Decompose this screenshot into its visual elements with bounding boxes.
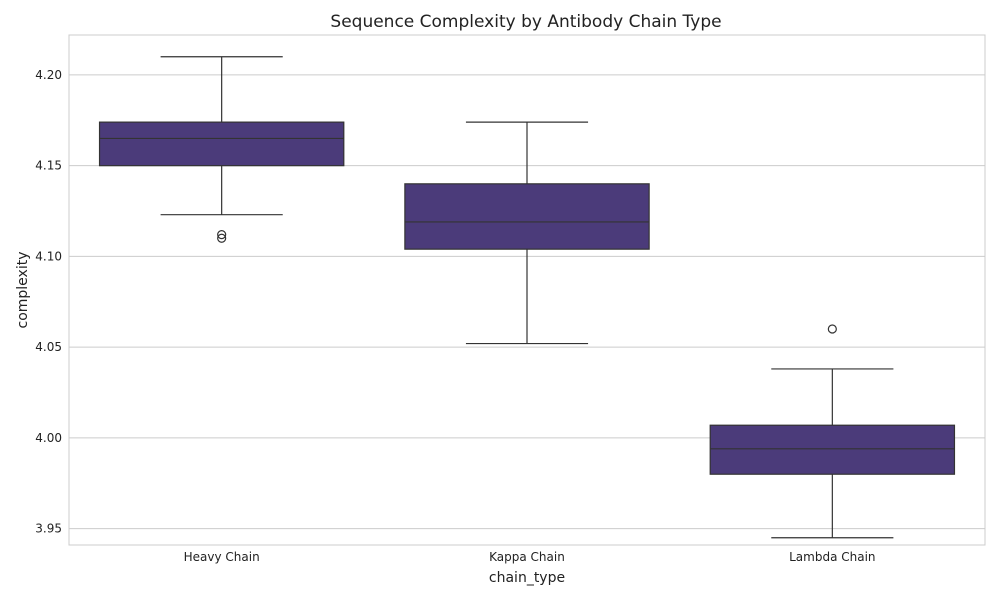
boxes xyxy=(98,56,956,539)
plot-frame xyxy=(68,34,986,546)
outlier-point xyxy=(217,233,227,243)
x-tick-label: Kappa Chain xyxy=(489,550,565,564)
y-tick-label: 4.00 xyxy=(35,431,62,445)
y-tick-label: 4.20 xyxy=(35,68,62,82)
outlier-point xyxy=(827,324,837,334)
x-tick-label: Lambda Chain xyxy=(789,550,875,564)
chart-title: Sequence Complexity by Antibody Chain Ty… xyxy=(330,12,721,32)
y-tick-label: 4.05 xyxy=(35,340,62,354)
y-tick-label: 4.10 xyxy=(35,249,62,263)
box-group xyxy=(404,121,650,345)
box-group xyxy=(98,56,345,243)
box-group xyxy=(709,324,956,539)
x-axis-label: chain_type xyxy=(489,570,565,586)
y-tick-labels: 3.95 4.00 4.05 4.10 4.15 4.20 xyxy=(35,68,62,536)
iqr-box xyxy=(404,183,650,250)
iqr-box xyxy=(98,121,345,167)
x-tick-label: Heavy Chain xyxy=(184,550,260,564)
x-tick-labels: Heavy Chain Kappa Chain Lambda Chain xyxy=(184,550,876,564)
iqr-box xyxy=(709,424,956,475)
y-axis-label: complexity xyxy=(15,252,31,329)
outlier-point xyxy=(217,230,227,240)
y-tick-label: 3.95 xyxy=(35,522,62,536)
y-tick-label: 4.15 xyxy=(35,159,62,173)
